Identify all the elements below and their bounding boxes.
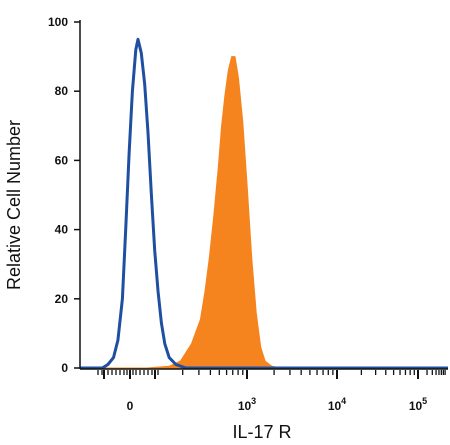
- series-filled-histogram: [80, 56, 448, 369]
- y-tick-label: 100: [48, 15, 68, 29]
- y-axis-label: Relative Cell Number: [4, 120, 24, 290]
- x-tick-label: 0: [127, 399, 134, 413]
- x-tick-label: 104: [328, 396, 346, 413]
- y-tick-label: 0: [61, 361, 68, 375]
- x-axis-label: IL-17 R: [232, 422, 291, 442]
- y-tick-label: 60: [55, 153, 69, 167]
- x-tick-label: 103: [238, 396, 256, 413]
- y-tick-label: 20: [55, 292, 69, 306]
- watermark-text: with permission from R&D Systems: [12, 7, 183, 21]
- series-outline-histogram: [80, 37, 448, 370]
- y-tick-label: 40: [55, 223, 69, 237]
- x-tick-label: 105: [409, 396, 427, 413]
- y-tick-label: 80: [55, 84, 69, 98]
